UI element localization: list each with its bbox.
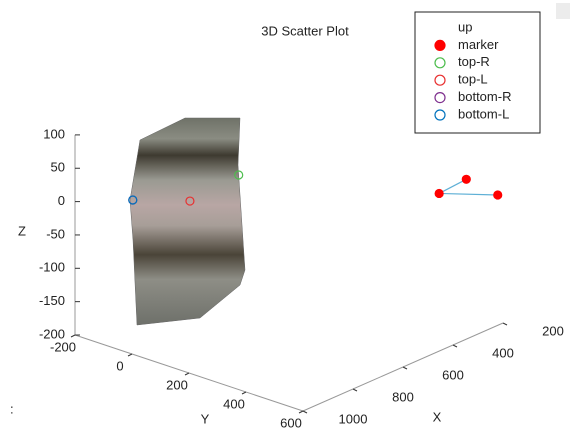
x-tick-label: 200: [542, 323, 564, 338]
legend-marker: [435, 40, 445, 50]
legend-label: top-L: [458, 72, 488, 87]
x-axis-label: X: [433, 409, 442, 424]
y-tick-label: 200: [166, 377, 188, 392]
point: [435, 189, 443, 197]
toolbar-stub: [556, 3, 570, 19]
y-tick: [242, 392, 246, 394]
point: [462, 175, 470, 183]
z-tick-label: 0: [58, 193, 65, 208]
y-tick: [299, 411, 303, 413]
legend-label: up: [458, 19, 472, 34]
x-tick: [303, 411, 307, 413]
z-tick-label: 50: [51, 160, 65, 175]
y-tick-label: -200: [50, 339, 76, 354]
x-tick-label: 800: [392, 389, 414, 404]
z-axis-label: Z: [18, 223, 26, 238]
z-tick-label: 100: [43, 126, 65, 141]
x-tick: [453, 345, 457, 347]
y-tick: [185, 373, 189, 375]
plot-area: -200-150-100-50050100-200020040060020040…: [39, 126, 564, 428]
y-tick-label: 600: [280, 415, 302, 428]
x-tick: [503, 323, 507, 325]
x-tick-label: 1000: [339, 411, 368, 426]
x-tick-label: 400: [492, 345, 514, 360]
y-tick: [71, 335, 75, 337]
z-tick-label: -150: [39, 293, 65, 308]
z-tick-label: -100: [39, 260, 65, 275]
x-tick: [353, 389, 357, 391]
chart: : 3D Scatter Plot Z Y X -200 -150 -100 -50 0…: [0, 0, 573, 428]
legend-label: top-R: [458, 54, 490, 69]
y-axis-label: Y: [201, 411, 210, 426]
z-tick-label: -50: [46, 226, 65, 241]
surface-up: [130, 118, 245, 325]
y-tick-label: 0: [116, 358, 123, 373]
y-tick: [128, 354, 132, 356]
x-tick: [403, 367, 407, 369]
page: {"chart_data": { "type": "scatter3d", "t…: [0, 0, 573, 428]
legend-label: marker: [458, 37, 499, 52]
chart-title: 3D Scatter Plot: [261, 23, 349, 38]
legend-label: bottom-R: [458, 89, 511, 104]
y-tick-label: 400: [223, 396, 245, 411]
point: [494, 191, 502, 199]
connector: [439, 193, 498, 195]
x-tick-label: 600: [442, 367, 464, 382]
legend-label: bottom-L: [458, 106, 509, 121]
stray-mark: :: [10, 401, 14, 416]
